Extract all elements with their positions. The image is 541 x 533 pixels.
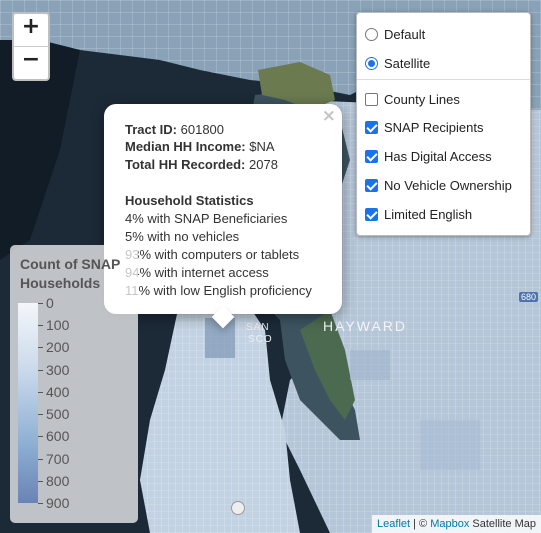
radio-satellite[interactable] bbox=[365, 56, 378, 70]
checkbox-digital-access[interactable] bbox=[365, 149, 378, 163]
stats-heading: Household Statistics bbox=[125, 193, 254, 208]
total-hh-line: Total HH Recorded: 2078 bbox=[125, 157, 278, 172]
map-marker[interactable] bbox=[231, 501, 245, 515]
tract-id-label: Tract ID: bbox=[125, 122, 178, 137]
layer-control: Default Satellite County Lines SNAP Reci… bbox=[356, 12, 531, 236]
legend-title-line2: Households bbox=[20, 275, 101, 291]
overlay-limited-english-label: Limited English bbox=[384, 206, 473, 222]
legend-tick-mark bbox=[38, 369, 43, 371]
stat-snap: 4% with SNAP Beneficiaries bbox=[125, 211, 288, 226]
legend-tick-mark bbox=[38, 436, 43, 438]
radio-default[interactable] bbox=[365, 27, 378, 41]
legend-tick-label: 300 bbox=[46, 361, 70, 378]
legend-tick-mark bbox=[38, 347, 43, 349]
legend-tick-mark bbox=[38, 391, 43, 393]
median-income-line: Median HH Income: $NA bbox=[125, 139, 275, 154]
zoom-control: + − bbox=[12, 12, 50, 81]
popup-close-button[interactable]: × bbox=[321, 106, 336, 126]
attribution-separator: | © bbox=[410, 518, 431, 530]
checkbox-no-vehicle[interactable] bbox=[365, 178, 378, 192]
base-layer-default-label: Default bbox=[384, 26, 426, 42]
legend-tick-label: 400 bbox=[46, 383, 70, 400]
legend-tick-mark bbox=[38, 458, 43, 460]
checkbox-county-lines[interactable] bbox=[365, 92, 378, 106]
overlay-no-vehicle[interactable]: No Vehicle Ownership bbox=[365, 175, 512, 195]
base-layer-satellite[interactable]: Satellite bbox=[365, 53, 430, 73]
legend-tick-mark bbox=[38, 480, 43, 482]
overlay-snap-recipients[interactable]: SNAP Recipients bbox=[365, 117, 483, 137]
median-income-value: $NA bbox=[249, 139, 275, 154]
overlay-digital-access-label: Has Digital Access bbox=[384, 148, 492, 164]
base-layer-satellite-label: Satellite bbox=[384, 55, 431, 71]
legend-color-ramp bbox=[18, 303, 38, 503]
base-layer-default[interactable]: Default bbox=[365, 24, 425, 44]
overlay-county-lines[interactable]: County Lines bbox=[365, 89, 460, 109]
tract-id-value: 601800 bbox=[180, 122, 225, 137]
leaflet-link[interactable]: Leaflet bbox=[377, 518, 411, 530]
attribution-rest: Satellite Map bbox=[469, 518, 536, 530]
legend-title: Count of SNAP Households bbox=[20, 255, 138, 293]
overlay-limited-english[interactable]: Limited English bbox=[365, 204, 472, 224]
stat-english: 11% with low English proficiency bbox=[125, 283, 312, 298]
legend-tick-mark bbox=[38, 414, 43, 416]
zoom-out-button[interactable]: − bbox=[14, 46, 48, 79]
layer-separator bbox=[357, 79, 530, 80]
map-label-sco: SCO bbox=[248, 334, 273, 345]
legend-tick-label: 500 bbox=[46, 406, 70, 423]
checkbox-snap-recipients[interactable] bbox=[365, 120, 378, 134]
total-hh-value: 2078 bbox=[249, 157, 278, 172]
highway-shield-680: 680 bbox=[519, 292, 539, 302]
legend-tick-label: 900 bbox=[46, 495, 70, 511]
stat-no-vehicle: 5% with no vehicles bbox=[125, 229, 240, 244]
legend-tick-label: 200 bbox=[46, 339, 70, 356]
legend-tick-mark bbox=[38, 325, 43, 327]
attribution: Leaflet | © Mapbox Satellite Map bbox=[372, 515, 541, 533]
legend-tick-mark bbox=[38, 303, 43, 304]
total-hh-label: Total HH Recorded: bbox=[125, 157, 246, 172]
overlay-snap-recipients-label: SNAP Recipients bbox=[384, 119, 484, 135]
overlay-digital-access[interactable]: Has Digital Access bbox=[365, 146, 492, 166]
stat-computers: 93% with computers or tablets bbox=[125, 247, 300, 262]
legend-tick-label: 800 bbox=[46, 472, 70, 489]
legend-tick-mark bbox=[38, 503, 43, 504]
map-label-san: SAN bbox=[246, 322, 270, 333]
mapbox-link[interactable]: Mapbox bbox=[430, 518, 470, 530]
median-income-label: Median HH Income: bbox=[125, 139, 246, 154]
legend: Count of SNAP Households 0 100 200 300 400 50… bbox=[10, 245, 138, 523]
legend-tick-label: 600 bbox=[46, 428, 70, 445]
checkbox-limited-english[interactable] bbox=[365, 207, 378, 221]
legend-tick-label: 100 bbox=[46, 317, 70, 334]
overlay-county-lines-label: County Lines bbox=[384, 91, 460, 107]
tract-id-line: Tract ID: 601800 bbox=[125, 122, 224, 137]
zoom-in-button[interactable]: + bbox=[21, 14, 41, 39]
overlay-no-vehicle-label: No Vehicle Ownership bbox=[384, 177, 512, 193]
map-label-hayward: HAYWARD bbox=[323, 318, 407, 334]
legend-tick-label: 0 bbox=[46, 295, 54, 311]
legend-tick-label: 700 bbox=[46, 450, 70, 467]
legend-title-line1: Count of SNAP bbox=[20, 256, 121, 272]
tract-popup: × Tract ID: 601800 Median HH Income: $NA… bbox=[104, 104, 342, 329]
stat-internet: 94% with internet access bbox=[125, 265, 269, 280]
